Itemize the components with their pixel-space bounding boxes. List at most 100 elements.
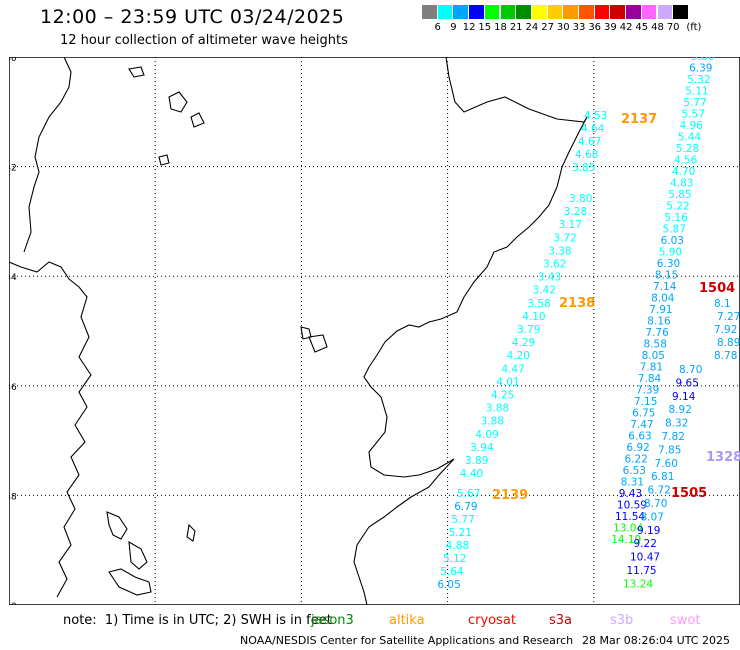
wave-height-value: 4.25 bbox=[491, 390, 514, 402]
wave-height-value: 5.87 bbox=[663, 224, 686, 236]
coastline-segment bbox=[168, 91, 188, 113]
generation-timestamp: 28 Mar 08:26:04 UTC 2025 bbox=[582, 634, 730, 647]
wave-height-value: 6.30 bbox=[657, 258, 680, 270]
track-id-label: 2137 bbox=[621, 112, 657, 127]
scale-swatch bbox=[641, 5, 658, 19]
scale-label: 33 bbox=[572, 22, 586, 33]
satellite-legend-item: jason3 bbox=[311, 613, 354, 628]
coastline-segment bbox=[128, 540, 148, 570]
wave-height-value: 11.54 bbox=[615, 511, 645, 523]
wave-height-value: 5.11 bbox=[685, 86, 708, 98]
scale-swatch bbox=[516, 5, 532, 19]
wave-height-value: 6.39 bbox=[689, 63, 712, 75]
wave-height-value: 6.75 bbox=[632, 408, 655, 420]
satellite-legend-item: s3a bbox=[549, 613, 573, 628]
wave-height-value: 6.63 bbox=[628, 431, 651, 443]
wave-height-value: 9.22 bbox=[634, 538, 657, 550]
wave-height-value: 3.88 bbox=[486, 403, 509, 415]
wave-height-value: 8.78 bbox=[714, 350, 737, 362]
wave-height-value: 8.05 bbox=[642, 350, 665, 362]
wave-height-value: 5.90 bbox=[659, 247, 682, 259]
coastline-segment bbox=[308, 334, 328, 353]
scale-label: 9 bbox=[450, 22, 457, 33]
coastline-segment bbox=[190, 112, 205, 128]
wave-height-value: 8.16 bbox=[647, 316, 671, 328]
scale-label: 48 bbox=[651, 22, 664, 33]
credit-line: NOAA/NESDIS Center for Satellite Applica… bbox=[240, 634, 574, 647]
wave-height-value: 3.17 bbox=[559, 219, 582, 231]
wave-height-value: 7.76 bbox=[645, 327, 669, 339]
wave-height-value: 4.01 bbox=[496, 376, 519, 388]
scale-swatch bbox=[610, 5, 627, 19]
wave-height-value: 4.53 bbox=[584, 110, 607, 122]
wave-height-value: 7.85 bbox=[658, 444, 681, 456]
wave-height-value: 5.16 bbox=[664, 212, 688, 224]
satellite-legend-item: swot bbox=[670, 613, 701, 628]
wave-height-value: 5.77 bbox=[683, 97, 706, 109]
wave-height-value: 5.86 bbox=[691, 57, 715, 63]
wave-height-value: 13.24 bbox=[623, 578, 653, 590]
wave-height-value: 3.62 bbox=[543, 259, 566, 271]
scale-label: 45 bbox=[635, 22, 649, 33]
wave-height-value: 8.70 bbox=[644, 498, 667, 510]
scale-swatch bbox=[626, 5, 642, 19]
wave-height-value: 8.04 bbox=[651, 293, 675, 305]
wave-height-value: 13.04 bbox=[613, 523, 643, 535]
wave-height-value: 9.65 bbox=[676, 377, 699, 389]
wave-height-value: 4.96 bbox=[680, 120, 704, 132]
wave-height-value: 7.39 bbox=[636, 385, 659, 397]
wave-height-value: 3.28 bbox=[564, 206, 587, 218]
satellite-legend-item: s3b bbox=[610, 613, 634, 628]
wave-height-value: 3.85 bbox=[572, 162, 595, 174]
wave-height-value: 3.58 bbox=[527, 298, 550, 310]
wave-height-value: 8.32 bbox=[665, 418, 688, 430]
scale-swatch bbox=[500, 5, 517, 19]
wave-height-value: 4.40 bbox=[460, 468, 483, 480]
wave-height-value: 5.32 bbox=[687, 74, 710, 86]
coastline-segment bbox=[9, 261, 92, 598]
map-title: 12:00 – 23:59 UTC 03/24/2025 bbox=[40, 6, 345, 28]
wave-height-value: 7.14 bbox=[653, 281, 677, 293]
wave-height-value: 7.84 bbox=[638, 373, 662, 385]
coastline-segment bbox=[158, 154, 170, 166]
scale-label: 39 bbox=[604, 22, 617, 33]
scale-label: 6 bbox=[434, 22, 441, 33]
map-subtitle: 12 hour collection of altimeter wave hei… bbox=[60, 33, 348, 48]
scale-label: 27 bbox=[541, 22, 554, 33]
axis-labels: -40-42-44-46-48-50-75-72-69-66-63-60 bbox=[9, 57, 17, 605]
wave-height-value: 8.70 bbox=[679, 364, 702, 376]
wave-height-value: 3.94 bbox=[470, 442, 494, 454]
wave-height-value: 6.22 bbox=[625, 454, 648, 466]
wave-height-value: 3.88 bbox=[481, 416, 504, 428]
wave-height-value: 14.19 bbox=[611, 534, 641, 546]
track-id-label: 2139 bbox=[492, 488, 528, 503]
wave-height-value: 4.67 bbox=[578, 136, 601, 148]
track-id-label: 1328 bbox=[706, 450, 740, 465]
wave-height-value: 6.05 bbox=[437, 579, 460, 591]
scale-swatch bbox=[469, 5, 485, 19]
latitude-label: -44 bbox=[9, 273, 17, 283]
wave-height-value: 3.38 bbox=[548, 245, 571, 257]
scale-swatch bbox=[547, 5, 564, 19]
scale-label: 70 bbox=[666, 22, 680, 33]
wave-height-value: 10.59 bbox=[617, 500, 647, 512]
wave-height-value: 5.22 bbox=[666, 201, 689, 213]
scale-label: 15 bbox=[478, 22, 492, 33]
wave-height-value: 10.47 bbox=[630, 552, 660, 564]
latitude-label: -46 bbox=[9, 383, 17, 393]
wave-height-value: 7.47 bbox=[630, 419, 653, 431]
wave-height-value: 3.80 bbox=[569, 193, 592, 205]
scale-swatch bbox=[453, 5, 470, 19]
wave-height-value: 9.43 bbox=[619, 488, 642, 500]
scale-swatch bbox=[484, 5, 501, 19]
scale-swatch bbox=[422, 5, 438, 19]
wave-height-value: 8.89 bbox=[717, 337, 740, 349]
wave-height-value: 4.47 bbox=[501, 363, 524, 375]
wave-height-value: 5.12 bbox=[443, 553, 466, 565]
scale-swatch bbox=[594, 5, 611, 19]
scale-swatch bbox=[657, 5, 674, 19]
track-id-label: 2138 bbox=[559, 296, 595, 311]
wave-height-value: 4.88 bbox=[446, 540, 469, 552]
wave-height-value: 6.81 bbox=[651, 471, 674, 483]
wave-height-value: 8.58 bbox=[644, 339, 667, 351]
